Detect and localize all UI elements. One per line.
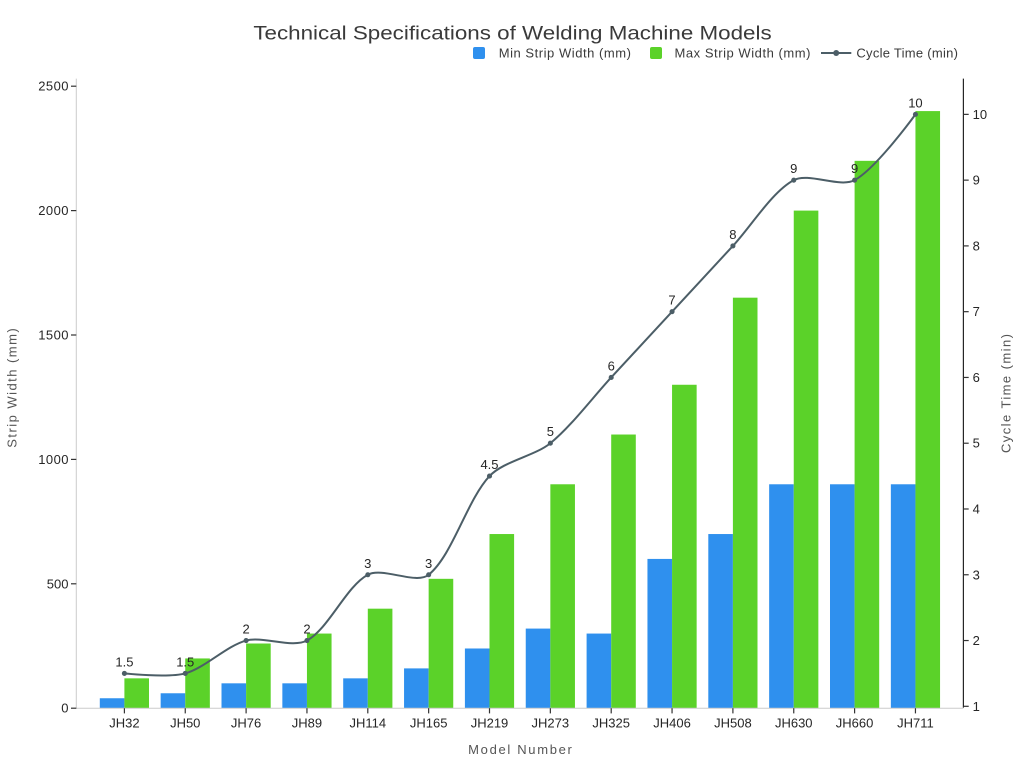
svg-text:Min Strip Width (mm): Min Strip Width (mm) [499, 46, 631, 61]
svg-text:3: 3 [973, 567, 980, 582]
svg-text:4: 4 [973, 501, 980, 516]
svg-text:JH165: JH165 [410, 715, 448, 730]
svg-text:1000: 1000 [38, 452, 68, 467]
svg-text:7: 7 [668, 293, 675, 308]
svg-text:JH660: JH660 [836, 715, 874, 730]
svg-text:JH32: JH32 [109, 715, 139, 730]
svg-text:Model Number: Model Number [468, 742, 572, 757]
svg-text:5: 5 [973, 436, 980, 451]
svg-text:JH406: JH406 [653, 715, 691, 730]
svg-text:JH89: JH89 [292, 715, 322, 730]
svg-text:JH273: JH273 [532, 715, 570, 730]
svg-text:2: 2 [973, 633, 980, 648]
svg-text:8: 8 [729, 227, 736, 242]
svg-text:8: 8 [973, 238, 980, 253]
svg-text:Cycle Time (min): Cycle Time (min) [999, 334, 1014, 453]
svg-text:9: 9 [790, 161, 797, 176]
svg-text:1500: 1500 [38, 328, 68, 343]
svg-text:JH219: JH219 [471, 715, 509, 730]
svg-text:JH508: JH508 [714, 715, 752, 730]
svg-text:3: 3 [425, 556, 432, 571]
svg-text:10: 10 [908, 95, 922, 110]
svg-text:JH630: JH630 [775, 715, 813, 730]
svg-text:JH50: JH50 [170, 715, 200, 730]
svg-text:Cycle Time (min): Cycle Time (min) [856, 46, 958, 61]
svg-text:7: 7 [973, 304, 980, 319]
svg-text:JH114: JH114 [349, 715, 386, 730]
svg-text:500: 500 [47, 576, 69, 591]
svg-text:JH325: JH325 [592, 715, 630, 730]
svg-text:9: 9 [973, 173, 980, 188]
svg-text:2: 2 [242, 622, 249, 637]
svg-text:6: 6 [608, 358, 615, 373]
svg-text:2: 2 [303, 622, 310, 637]
svg-text:4.5: 4.5 [480, 457, 498, 472]
svg-text:10: 10 [973, 107, 987, 122]
svg-text:2500: 2500 [38, 79, 68, 94]
svg-text:2000: 2000 [38, 203, 68, 218]
svg-text:3: 3 [364, 556, 371, 571]
svg-text:9: 9 [851, 161, 858, 176]
svg-text:Technical Specifications of We: Technical Specifications of Welding Mach… [253, 23, 772, 45]
svg-text:5: 5 [547, 424, 554, 439]
svg-text:Strip Width (mm): Strip Width (mm) [5, 328, 20, 448]
svg-text:1: 1 [973, 699, 980, 714]
svg-text:Max Strip Width (mm): Max Strip Width (mm) [675, 46, 811, 61]
svg-text:JH711: JH711 [897, 715, 934, 730]
svg-text:6: 6 [973, 370, 980, 385]
svg-text:0: 0 [61, 701, 68, 716]
svg-text:1.5: 1.5 [176, 654, 194, 669]
svg-text:JH76: JH76 [231, 715, 261, 730]
svg-text:1.5: 1.5 [115, 654, 133, 669]
